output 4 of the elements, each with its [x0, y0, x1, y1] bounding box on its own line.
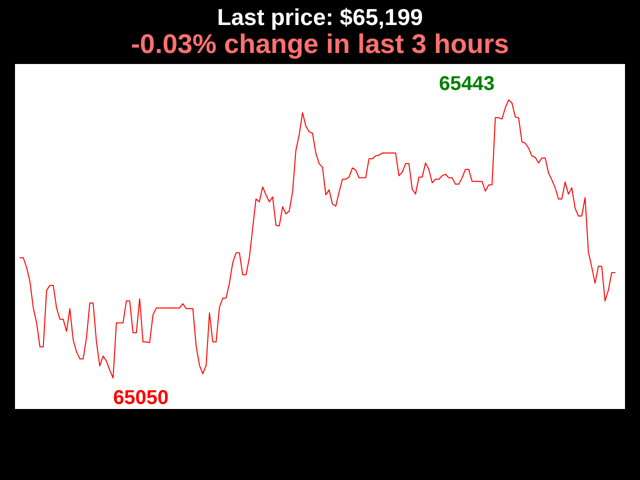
data-label: 65443	[439, 73, 495, 95]
data-label: 65050	[113, 386, 169, 409]
chart-title: Last price: $65,199	[217, 4, 423, 30]
chart-subtitle: -0.03% change in last 3 hours	[130, 29, 510, 59]
